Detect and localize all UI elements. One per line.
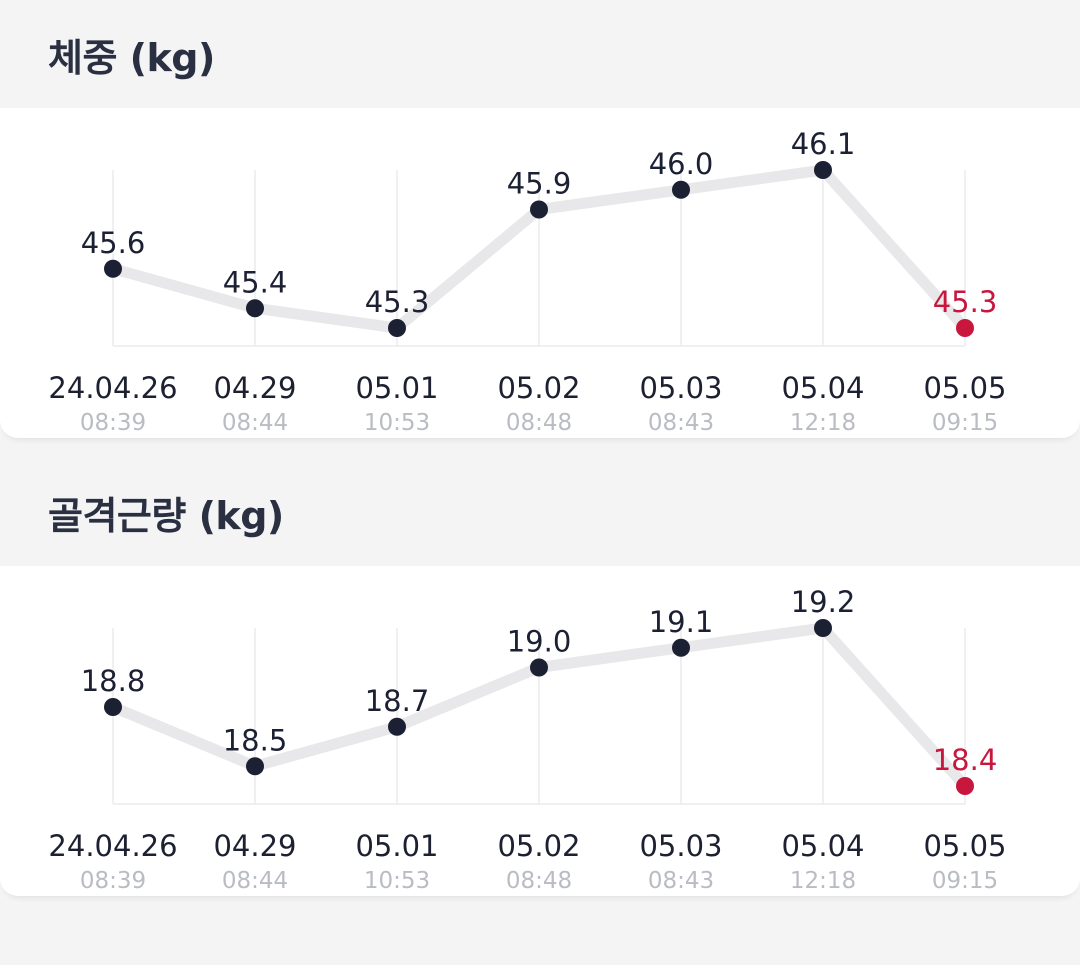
weight-data-label-2: 45.3 [365, 285, 430, 319]
weight-data-point-5 [814, 161, 832, 179]
weight-time-label-1: 08:44 [222, 410, 288, 436]
weight-chart-card: 45.6 24.04.26 08:39 45.4 04.29 08:44 45.3 05.01… [0, 108, 1080, 438]
skeletal-muscle-data-label-1: 18.5 [223, 723, 288, 757]
skeletal-muscle-header: 골격근량 (kg) [0, 458, 1080, 566]
weight-data-point-0 [104, 259, 122, 278]
skeletal-muscle-data-label-2: 18.7 [365, 684, 430, 718]
skeletal-muscle-data-point-1 [246, 757, 264, 776]
skeletal-muscle-data-label-4: 19.1 [649, 605, 714, 639]
skeletal-muscle-time-label-1: 08:44 [222, 868, 288, 894]
weight-data-label-5: 46.1 [791, 127, 856, 161]
skeletal-muscle-time-label-6: 09:15 [932, 868, 998, 894]
skeletal-muscle-line-chart: 18.8 24.04.26 08:39 18.5 04.29 08:44 18.7 05.01… [48, 585, 1006, 894]
weight-data-label-1: 45.4 [223, 265, 288, 299]
weight-date-label-4: 05.03 [639, 371, 722, 405]
weight-time-label-2: 10:53 [364, 410, 430, 436]
weight-time-label-0: 08:39 [80, 410, 146, 436]
weight-data-point-2 [388, 319, 406, 337]
skeletal-muscle-section: 골격근량 (kg) 18.8 24.04.26 08:39 18.5 04.29 08:4… [0, 458, 1080, 896]
skeletal-muscle-date-label-0: 24.04.26 [48, 829, 177, 863]
skeletal-muscle-data-label-0: 18.8 [81, 664, 146, 698]
weight-data-point-4 [672, 180, 690, 199]
skeletal-muscle-data-point-3 [530, 658, 548, 677]
skeletal-muscle-data-label-5: 19.2 [791, 585, 856, 619]
weight-date-label-1: 04.29 [213, 371, 296, 405]
skeletal-muscle-data-point-5 [814, 619, 832, 637]
skeletal-muscle-data-point-0 [104, 698, 122, 716]
weight-data-point-6 [956, 319, 974, 337]
skeletal-muscle-time-label-3: 08:48 [506, 868, 572, 894]
skeletal-muscle-date-label-1: 04.29 [213, 829, 296, 863]
skeletal-muscle-date-label-6: 05.05 [923, 829, 1006, 863]
weight-date-label-6: 05.05 [923, 371, 1006, 405]
weight-time-label-4: 08:43 [648, 410, 714, 436]
weight-chart-title: 체중 (kg) [48, 35, 215, 80]
weight-time-label-3: 08:48 [506, 410, 572, 436]
skeletal-muscle-data-label-6: 18.4 [933, 743, 998, 777]
skeletal-muscle-time-label-2: 10:53 [364, 868, 430, 894]
skeletal-muscle-data-point-4 [672, 638, 690, 657]
weight-date-label-5: 05.04 [781, 371, 864, 405]
skeletal-muscle-date-label-2: 05.01 [355, 829, 438, 863]
skeletal-muscle-data-point-2 [388, 717, 406, 736]
weight-data-point-1 [246, 299, 264, 318]
weight-data-label-0: 45.6 [81, 226, 146, 260]
weight-date-label-3: 05.02 [497, 371, 580, 405]
weight-data-point-3 [530, 200, 548, 219]
weight-data-label-6: 45.3 [933, 285, 998, 319]
weight-data-label-4: 46.0 [649, 147, 714, 181]
weight-header: 체중 (kg) [0, 0, 1080, 108]
weight-date-label-2: 05.01 [355, 371, 438, 405]
weight-time-label-6: 09:15 [932, 410, 998, 436]
skeletal-muscle-date-label-5: 05.04 [781, 829, 864, 863]
weight-line-chart: 45.6 24.04.26 08:39 45.4 04.29 08:44 45.3 05.01… [48, 127, 1006, 436]
skeletal-muscle-data-point-6 [956, 777, 974, 795]
weight-section: 체중 (kg) 45.6 24.04.26 08:39 45.4 04.29 08:44 4… [0, 0, 1080, 438]
weight-data-label-3: 45.9 [507, 167, 572, 201]
skeletal-muscle-chart-title: 골격근량 (kg) [48, 493, 284, 538]
skeletal-muscle-date-label-3: 05.02 [497, 829, 580, 863]
weight-date-label-0: 24.04.26 [48, 371, 177, 405]
skeletal-muscle-chart-card: 18.8 24.04.26 08:39 18.5 04.29 08:44 18.7 05.01… [0, 566, 1080, 896]
skeletal-muscle-date-label-4: 05.03 [639, 829, 722, 863]
skeletal-muscle-data-label-3: 19.0 [507, 625, 572, 659]
skeletal-muscle-time-label-0: 08:39 [80, 868, 146, 894]
skeletal-muscle-time-label-5: 12:18 [790, 868, 856, 894]
skeletal-muscle-time-label-4: 08:43 [648, 868, 714, 894]
weight-time-label-5: 12:18 [790, 410, 856, 436]
